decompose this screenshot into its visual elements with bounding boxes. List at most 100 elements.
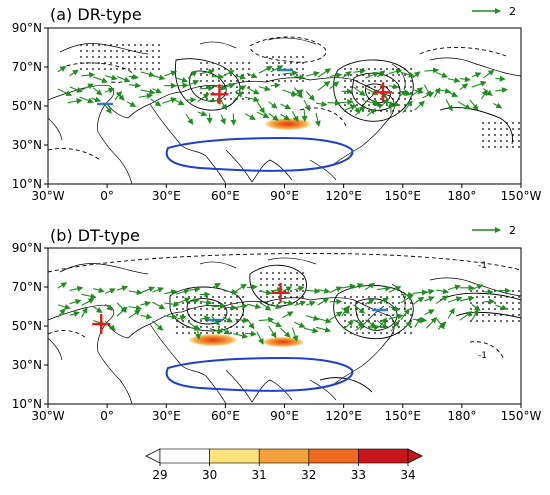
wind-arrow (415, 101, 425, 110)
wind-arrow (150, 99, 160, 106)
wind-arrow (316, 327, 330, 331)
wind-arrow (306, 91, 314, 100)
wind-arrow (304, 100, 309, 110)
wind-arrow (304, 328, 317, 331)
wind-arrow (269, 326, 276, 337)
lon-tick-label: 90°E (270, 409, 299, 423)
colorbar-tick-label: 34 (400, 468, 415, 482)
lat-tick-label: 30°N (12, 138, 42, 152)
wind-arrow (328, 103, 340, 104)
wind-arrow (448, 79, 459, 82)
lat-tick-label: 50°N (12, 99, 42, 113)
wind-arrow (482, 90, 487, 99)
wind-arrow (70, 312, 79, 315)
lat-tick-label: 70°N (12, 280, 42, 294)
wind-arrow (281, 104, 291, 109)
panel-b-ref-vector: 2 (472, 224, 516, 237)
lon-tick-label: 120°E (325, 189, 362, 203)
wind-arrow (306, 316, 318, 320)
wind-arrow (294, 322, 304, 327)
panel-b-map: -1 2 -1 (48, 254, 521, 404)
wind-arrow (105, 289, 115, 294)
wind-arrow (257, 112, 269, 117)
wind-arrow (152, 89, 161, 93)
wind-arrow (257, 332, 263, 344)
wind-arrow (438, 322, 445, 329)
wind-arrow (472, 82, 486, 87)
contour-label: -1 (478, 351, 487, 361)
lon-tick-label: 90°E (270, 189, 299, 203)
significance-stipple (176, 268, 521, 336)
wind-arrow (306, 302, 315, 305)
colorbar-segment (259, 449, 309, 463)
wind-arrow (472, 73, 481, 77)
wind-arrow (283, 90, 297, 95)
wind-arrow (424, 297, 433, 301)
wind-arrow (448, 286, 460, 289)
wind-arrow (281, 328, 290, 337)
wind-arrow (318, 319, 331, 322)
lon-tick-label: 150°E (385, 409, 422, 423)
lon-tick-label: 30°E (152, 409, 181, 423)
wind-arrow (318, 298, 328, 305)
wind-arrow (271, 85, 280, 86)
wind-arrow (93, 88, 101, 95)
wind-arrow (316, 103, 326, 105)
wind-arrow (82, 299, 94, 305)
wind-arrow (152, 302, 164, 309)
wind-arrow (426, 318, 436, 328)
wind-arrow (495, 78, 504, 79)
wind-arrow (269, 113, 278, 120)
colorbar-tick-label: 31 (252, 468, 267, 482)
wind-arrow (176, 290, 189, 294)
plateau-outline (167, 138, 353, 171)
wind-arrow (80, 97, 93, 102)
wind-arrow (82, 308, 87, 318)
wind-arrow (127, 102, 135, 107)
colorbar-extend-high (408, 449, 422, 463)
colorbar-tick-label: 30 (202, 468, 217, 482)
wind-arrow (117, 303, 126, 312)
wind-arrow (448, 92, 457, 96)
wind-arrow (58, 305, 70, 308)
temperature-hotspot (189, 334, 237, 346)
wind-arrow (58, 309, 65, 317)
wind-arrow (247, 287, 257, 288)
wind-arrow (141, 303, 150, 305)
lon-tick-label: 0° (100, 189, 114, 203)
wind-arrow (495, 89, 507, 90)
lon-tick-label: 30°W (31, 189, 64, 203)
lon-tick-label: 150°W (501, 409, 542, 423)
wind-arrow (212, 284, 220, 288)
lon-tick-label: 30°E (152, 189, 181, 203)
wind-arrow (58, 283, 66, 288)
wind-arrow (365, 283, 374, 289)
lon-tick-label: 30°W (31, 409, 64, 423)
wind-arrow (247, 319, 254, 329)
panel-b: (b) DT-type 2 (12, 224, 542, 423)
wind-arrow (377, 288, 390, 290)
panel-a-map (48, 37, 521, 184)
wind-arrow (129, 307, 141, 309)
wind-arrow (223, 291, 237, 293)
panel-a-title: (a) DR-type (50, 5, 142, 24)
contour-label: -1 (478, 261, 487, 271)
wind-arrow (446, 100, 452, 111)
colorbar-segment (309, 449, 359, 463)
ref-vector-label: 2 (509, 224, 516, 237)
wind-arrow (493, 103, 501, 107)
wind-arrow (245, 114, 255, 120)
wind-arrow (283, 312, 293, 318)
wind-arrow (330, 287, 341, 292)
lon-tick-label: 150°W (501, 189, 542, 203)
colorbar-segment (358, 449, 408, 463)
wind-arrow (105, 321, 115, 330)
wind-arrow (93, 289, 103, 292)
wind-arrow (139, 95, 152, 97)
lon-tick-label: 180° (447, 189, 476, 203)
wind-arrow (306, 290, 319, 291)
wind-arrow (269, 102, 277, 108)
wind-arrow (82, 75, 95, 76)
colorbar-tick-label: 32 (301, 468, 316, 482)
